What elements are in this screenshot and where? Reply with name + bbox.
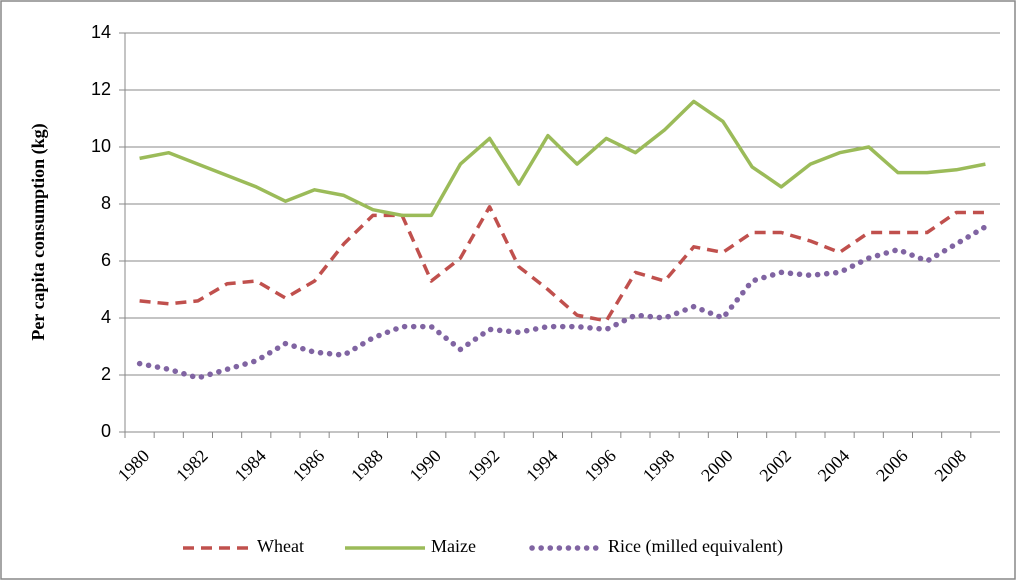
- legend-label: Wheat: [257, 536, 304, 556]
- y-tick-label: 4: [101, 307, 111, 327]
- legend-label: Maize: [431, 536, 476, 556]
- legend-label: Rice (milled equivalent): [608, 536, 783, 557]
- y-tick-label: 2: [101, 364, 111, 384]
- y-tick-label: 6: [101, 250, 111, 270]
- y-tick-label: 10: [91, 136, 111, 156]
- y-axis-label: Per capita consumption (kg): [28, 123, 49, 340]
- y-tick-label: 14: [91, 22, 111, 42]
- series-line: [136, 224, 989, 381]
- series-line: [139, 99, 986, 218]
- y-tick-label: 12: [91, 79, 111, 99]
- y-tick-label: 0: [101, 421, 111, 441]
- y-tick-label: 8: [101, 193, 111, 213]
- series-line: [139, 205, 986, 323]
